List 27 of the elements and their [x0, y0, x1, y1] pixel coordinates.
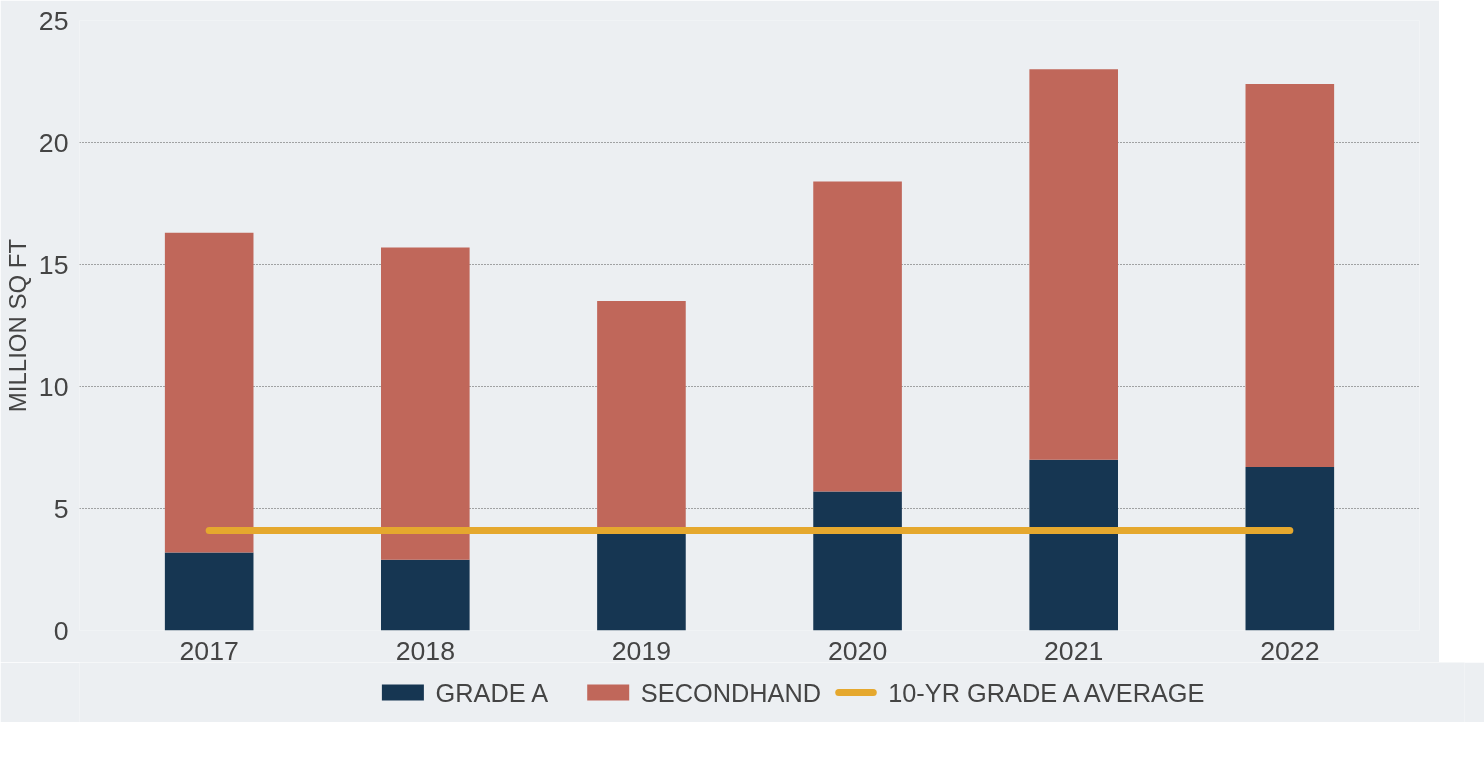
y-tick-label: 20 — [38, 127, 69, 158]
x-tick-label: 2020 — [827, 635, 888, 666]
bar — [381, 247, 470, 560]
y-tick-label: 5 — [53, 493, 69, 524]
bar — [813, 491, 902, 631]
bar — [1029, 69, 1118, 460]
y-tick-label: 0 — [53, 615, 69, 646]
bar — [164, 552, 254, 631]
y-tick-label: 10 — [38, 371, 69, 402]
bar — [1029, 459, 1118, 631]
legend-label: SECONDHAND — [640, 678, 822, 707]
x-tick-label: 2019 — [611, 635, 672, 666]
y-axis-title: MILLION SQ FT — [3, 238, 31, 413]
x-tick-label: 2017 — [179, 635, 239, 666]
x-tick-label: 2021 — [1044, 635, 1104, 666]
y-tick-label: 25 — [38, 5, 69, 36]
x-tick-label: 2022 — [1260, 635, 1320, 666]
bar — [381, 559, 470, 631]
bar — [597, 532, 686, 631]
legend-label: GRADE A — [435, 678, 549, 707]
y-tick-label: 15 — [38, 249, 69, 280]
bar — [1245, 467, 1335, 631]
bar — [1245, 83, 1335, 468]
legend-label: 10-YR GRADE A AVERAGE — [888, 678, 1205, 707]
bar — [164, 232, 254, 553]
x-tick-label: 2018 — [395, 635, 455, 666]
bar — [813, 181, 902, 492]
